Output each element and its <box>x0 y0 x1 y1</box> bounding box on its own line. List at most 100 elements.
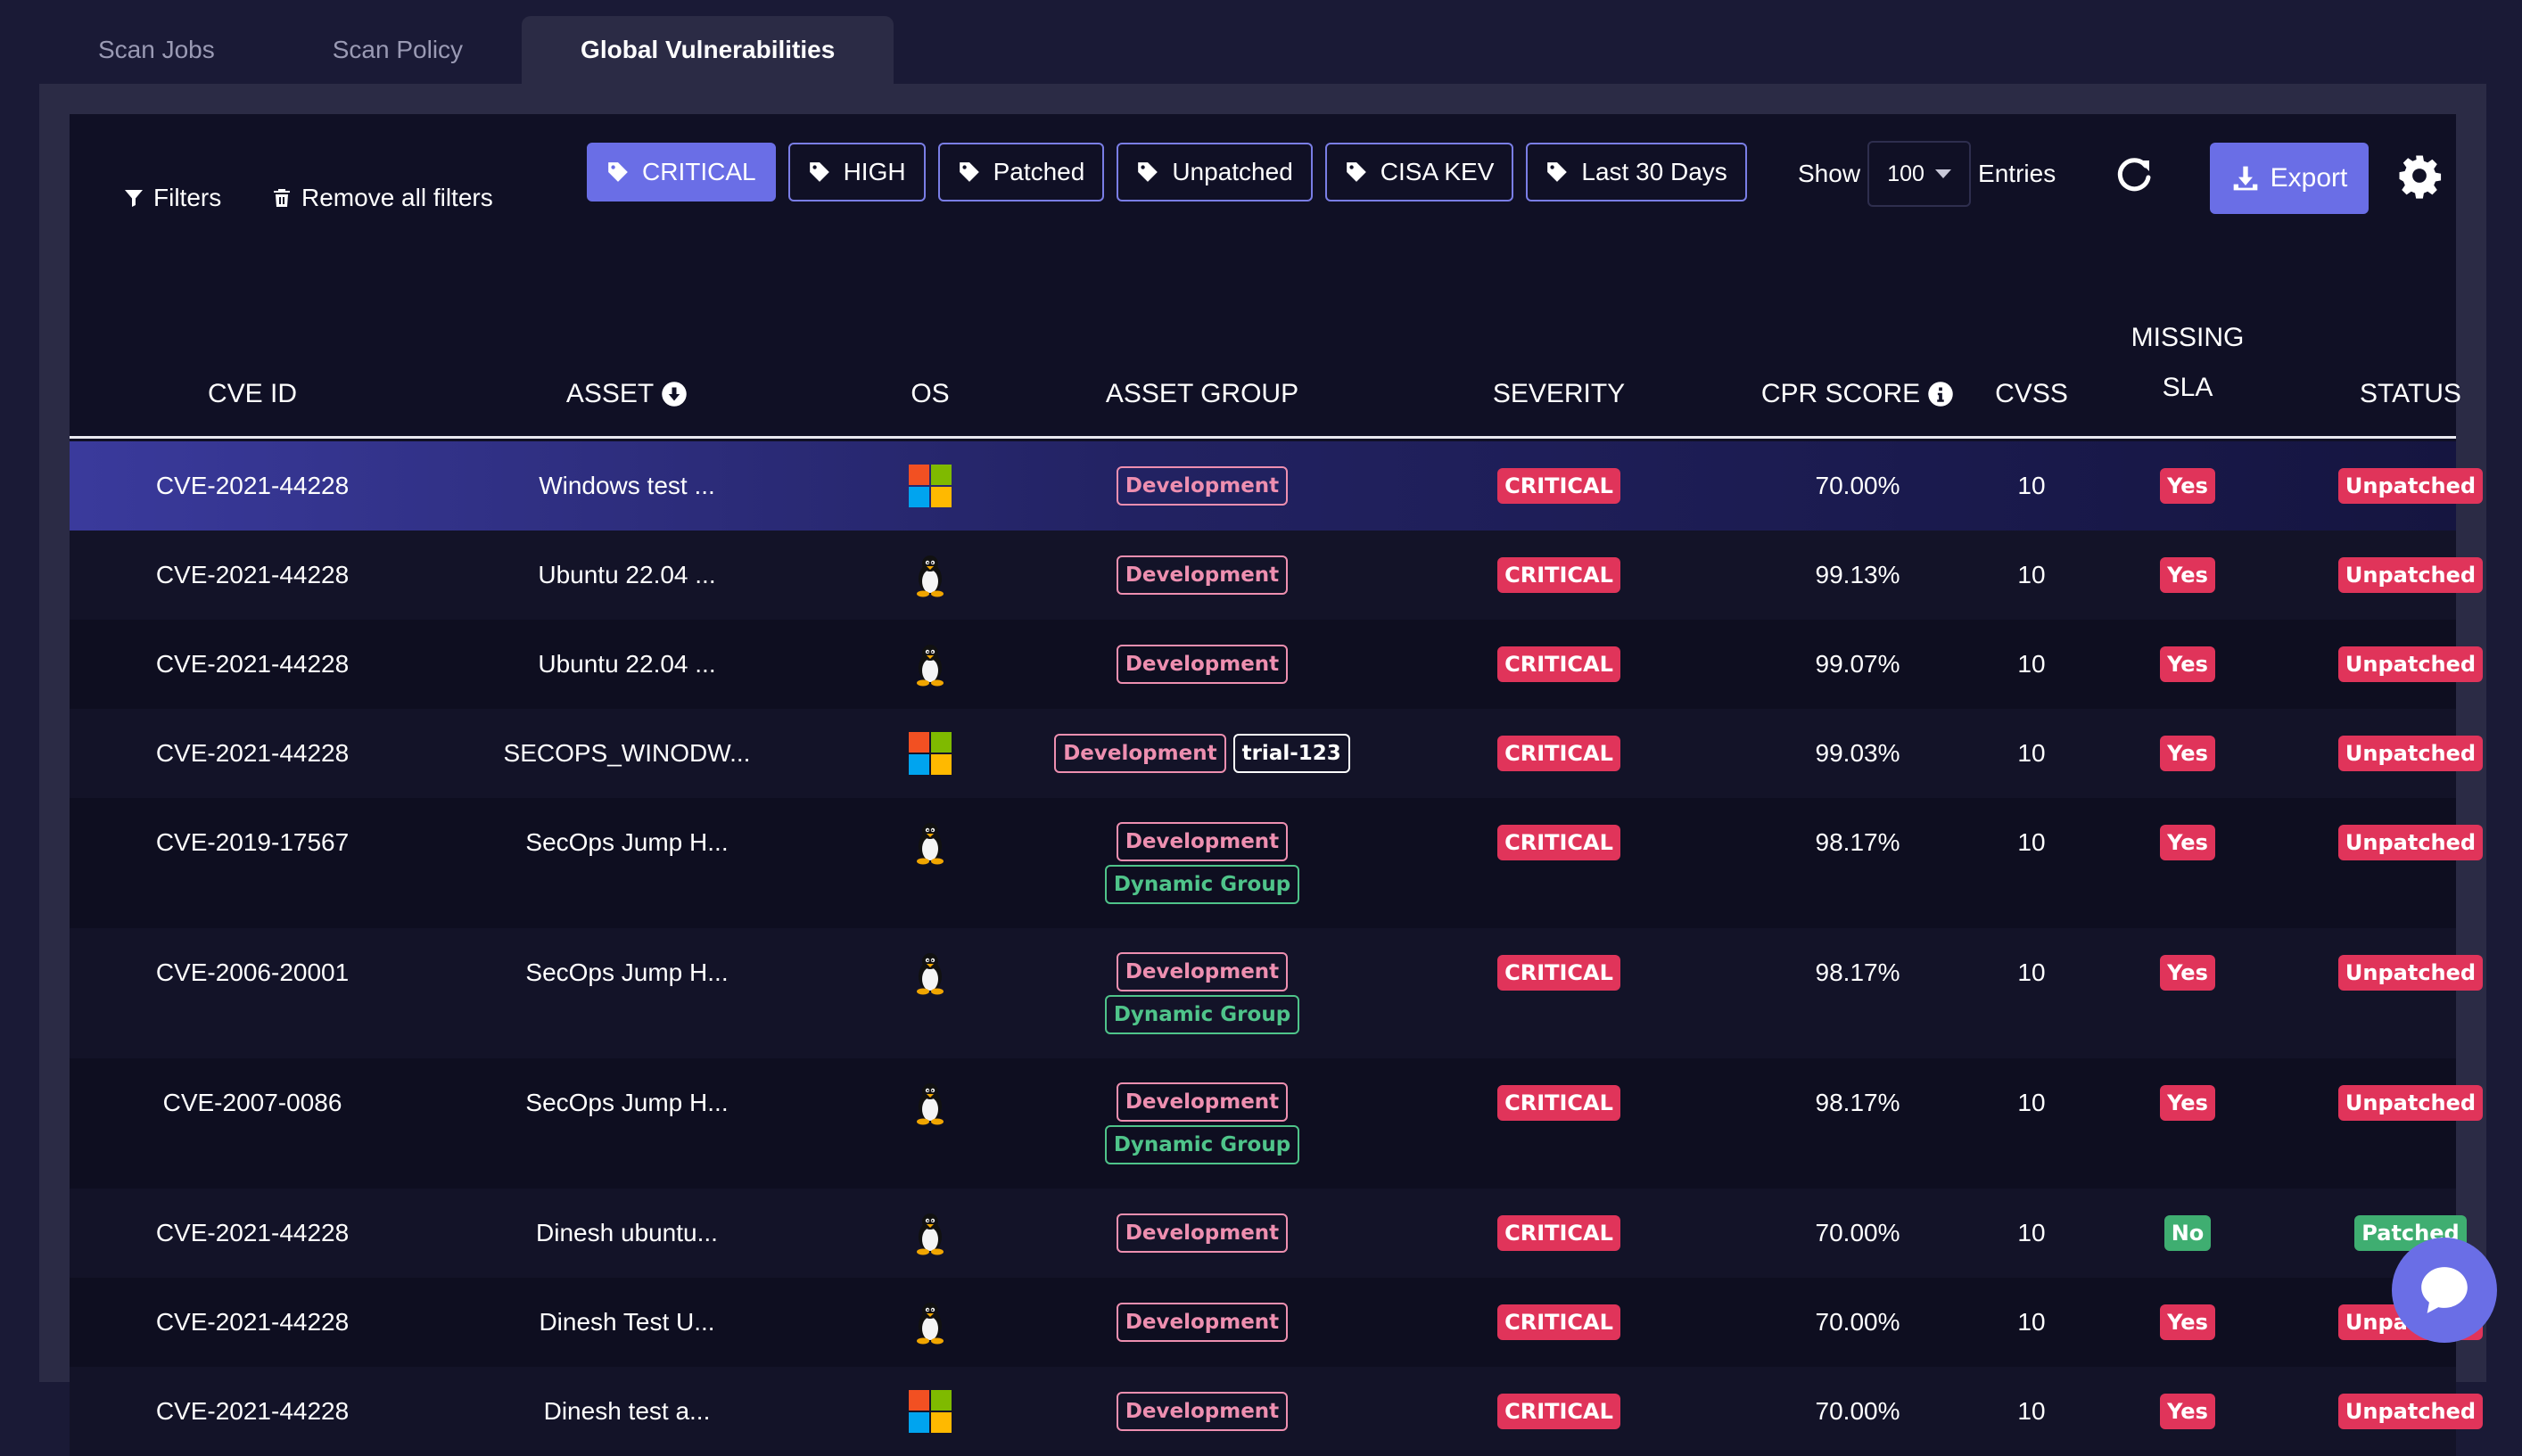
asset-cell[interactable]: Dinesh ubuntu... <box>536 1219 718 1246</box>
remove-all-filters-button[interactable]: Remove all filters <box>271 171 493 225</box>
cve-id-cell[interactable]: CVE-2007-0086 <box>162 1089 342 1116</box>
show-label: Show <box>1798 160 1861 187</box>
cve-id-cell[interactable]: CVE-2021-44228 <box>155 472 350 499</box>
asset-group-badge[interactable]: Dynamic Group <box>1104 1125 1300 1164</box>
table-row[interactable]: CVE-2021-44228 Ubuntu 22.04 ... Developmen… <box>70 531 2484 620</box>
asset-cell[interactable]: Ubuntu 22.04 ... <box>538 650 716 678</box>
missing-sla-cell: Yes <box>2076 620 2299 709</box>
header-os[interactable]: OS <box>863 310 997 439</box>
header-missing-sla[interactable]: MISSING SLA <box>2076 310 2299 439</box>
header-status[interactable]: STATUS <box>2290 310 2522 439</box>
table-row[interactable]: CVE-2019-17567 SecOps Jump H... Developmen… <box>70 798 2484 928</box>
filter-icon <box>125 190 143 207</box>
table-row[interactable]: CVE-2006-20001 SecOps Jump H... Developmen… <box>70 928 2484 1058</box>
asset-group-badge[interactable]: Development <box>1116 1213 1289 1253</box>
filter-chip-unpatched[interactable]: Unpatched <box>1117 143 1313 202</box>
filter-chip-label: Patched <box>993 158 1085 185</box>
asset-group-badge[interactable]: Development <box>1116 1303 1289 1342</box>
missing-sla-cell: Yes <box>2076 1278 2299 1367</box>
missing-sla-badge: Yes <box>2160 736 2215 771</box>
asset-group-badge[interactable]: Dynamic Group <box>1104 865 1300 904</box>
asset-cell[interactable]: SecOps Jump H... <box>525 1089 729 1116</box>
asset-cell[interactable]: SecOps Jump H... <box>525 958 729 986</box>
missing-sla-badge: Yes <box>2160 557 2215 593</box>
asset-group-badge[interactable]: Development <box>1116 555 1289 595</box>
table-row[interactable]: CVE-2007-0086 SecOps Jump H... Development… <box>70 1058 2484 1189</box>
severity-cell: CRITICAL <box>1407 798 1710 887</box>
cve-id-cell[interactable]: CVE-2021-44228 <box>155 561 350 588</box>
tab-global-vulnerabilities[interactable]: Global Vulnerabilities <box>522 16 894 84</box>
asset-group-badge[interactable]: trial-123 <box>1232 734 1350 773</box>
export-button[interactable]: Export <box>2210 143 2369 214</box>
filter-chip-cisa-kev[interactable]: CISA KEV <box>1324 143 1514 202</box>
entries-select[interactable]: 100 <box>1867 141 1972 207</box>
cve-id-cell[interactable]: CVE-2006-20001 <box>155 958 350 986</box>
settings-button[interactable] <box>2395 152 2444 200</box>
cve-id-cell[interactable]: CVE-2021-44228 <box>155 1308 350 1336</box>
cve-id-cell[interactable]: CVE-2019-17567 <box>155 828 350 856</box>
status-badge: Unpatched <box>2337 1394 2484 1429</box>
cpr-score-cell: 99.03% <box>1815 739 1900 767</box>
asset-cell[interactable]: Ubuntu 22.04 ... <box>538 561 716 588</box>
header-severity-label: SEVERITY <box>1492 379 1626 408</box>
asset-group-badge[interactable]: Development <box>1116 466 1289 506</box>
table-row[interactable]: CVE-2021-44228 Windows test ... Developmen… <box>70 441 2484 531</box>
header-cvss[interactable]: CVSS <box>1916 310 2147 439</box>
cve-id-cell[interactable]: CVE-2021-44228 <box>155 650 350 678</box>
linux-icon <box>917 823 944 865</box>
asset-group-badge[interactable]: Development <box>1116 1082 1289 1122</box>
cve-id-cell[interactable]: CVE-2021-44228 <box>155 1397 350 1425</box>
chat-widget-button[interactable] <box>2392 1238 2497 1343</box>
tab-scan-jobs[interactable]: Scan Jobs <box>98 36 215 63</box>
tab-scan-policy[interactable]: Scan Policy <box>332 36 464 63</box>
cvss-cell: 10 <box>2017 1089 2046 1116</box>
asset-group-badge[interactable]: Development <box>1116 822 1289 861</box>
missing-sla-badge: No <box>2163 1215 2212 1251</box>
asset-cell[interactable]: Dinesh Test U... <box>539 1308 715 1336</box>
table-row[interactable]: CVE-2021-44228 Dinesh test a... Developmen… <box>70 1367 2484 1456</box>
asset-cell[interactable]: Windows test ... <box>539 472 715 499</box>
entries-label: Entries <box>1978 160 2056 187</box>
table-row[interactable]: CVE-2021-44228 Ubuntu 22.04 ... Developmen… <box>70 620 2484 709</box>
severity-cell: CRITICAL <box>1407 928 1710 1017</box>
header-asset[interactable]: ASSET <box>435 310 819 439</box>
severity-cell: CRITICAL <box>1407 1367 1710 1456</box>
cpr-score-cell: 98.17% <box>1815 1089 1900 1116</box>
asset-group-badge[interactable]: Development <box>1116 645 1289 684</box>
windows-icon <box>909 1390 952 1433</box>
table-row[interactable]: CVE-2021-44228 SECOPS_WINODW... Developmen… <box>70 709 2484 798</box>
filter-chip-label: Unpatched <box>1172 158 1293 185</box>
cvss-cell: 10 <box>2017 1219 2046 1246</box>
asset-group-badge[interactable]: Development <box>1054 734 1226 773</box>
asset-group-cell: Development Dynamic Group <box>997 928 1407 1058</box>
header-cpr-score[interactable]: CPR SCORE <box>1710 310 2005 439</box>
filter-chip-patched[interactable]: Patched <box>937 143 1105 202</box>
refresh-button[interactable] <box>2112 153 2156 198</box>
header-asset-group[interactable]: ASSET GROUP <box>997 310 1407 439</box>
info-icon[interactable] <box>1927 381 1954 407</box>
status-badge: Unpatched <box>2337 646 2484 682</box>
table-row[interactable]: CVE-2021-44228 Dinesh ubuntu... Developmen… <box>70 1189 2467 1278</box>
asset-group-badge[interactable]: Dynamic Group <box>1104 995 1300 1034</box>
asset-cell[interactable]: SECOPS_WINODW... <box>503 739 751 767</box>
missing-sla-badge: Yes <box>2160 1085 2215 1121</box>
cve-id-cell[interactable]: CVE-2021-44228 <box>155 739 350 767</box>
missing-sla-cell: Yes <box>2076 709 2299 798</box>
status-badge: Unpatched <box>2337 468 2484 504</box>
asset-group-badge[interactable]: Development <box>1116 1392 1289 1431</box>
filters-button[interactable]: Filters <box>123 171 221 225</box>
filter-chip-high[interactable]: HIGH <box>787 143 926 202</box>
cve-id-cell[interactable]: CVE-2021-44228 <box>155 1219 350 1246</box>
windows-icon <box>909 465 952 507</box>
status-cell: Unpatched <box>2290 1367 2522 1456</box>
filter-chip-critical[interactable]: CRITICAL <box>587 143 776 202</box>
filter-chip-last-30-days[interactable]: Last 30 Days <box>1526 143 1747 202</box>
table-header: CVE ID ASSET OS ASSET GROUP SEVERITY CPR… <box>70 310 2461 439</box>
header-severity[interactable]: SEVERITY <box>1407 310 1710 439</box>
asset-cell[interactable]: SecOps Jump H... <box>525 828 729 856</box>
asset-cell[interactable]: Dinesh test a... <box>543 1397 711 1425</box>
table-row[interactable]: CVE-2021-44228 Dinesh Test U... Developmen… <box>70 1278 2484 1367</box>
asset-group-badge[interactable]: Development <box>1116 952 1289 991</box>
status-cell: Unpatched <box>2290 441 2522 531</box>
header-cve-id[interactable]: CVE ID <box>70 310 435 439</box>
